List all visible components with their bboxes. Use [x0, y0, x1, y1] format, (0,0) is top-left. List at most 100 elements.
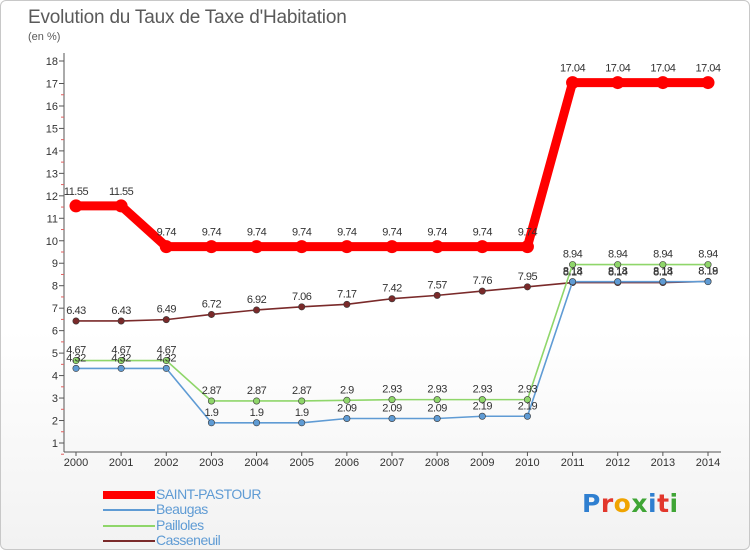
data-label: 17.04: [695, 63, 720, 75]
data-point: [343, 300, 351, 308]
data-label: 2.09: [427, 402, 447, 414]
x-tick-label: 2005: [289, 457, 313, 469]
logo-letter: t: [657, 489, 670, 518]
data-point: [614, 261, 622, 269]
data-label: 9.74: [518, 227, 538, 239]
data-label: 9.74: [337, 227, 357, 239]
legend-swatch-pailloles: [103, 525, 155, 527]
data-point: [162, 316, 170, 324]
data-label: 9.74: [202, 227, 222, 239]
logo-letter: P: [582, 489, 601, 518]
data-label: 4.32: [66, 352, 86, 364]
x-tick-label: 2012: [605, 457, 629, 469]
data-label: 8.18: [608, 266, 628, 278]
x-tick-label: 2009: [470, 457, 494, 469]
data-label: 2.09: [382, 402, 402, 414]
data-point: [253, 306, 261, 314]
data-point: [253, 397, 261, 405]
data-point: [385, 240, 399, 254]
data-point: [72, 317, 80, 325]
data-label: 6.72: [202, 298, 222, 310]
data-label: 11.55: [109, 186, 134, 198]
data-point: [523, 396, 531, 404]
data-point: [659, 261, 667, 269]
data-point: [117, 357, 125, 365]
data-label: 8.19: [698, 265, 718, 277]
x-tick-label: 2011: [561, 457, 585, 469]
data-label: 11.55: [64, 186, 89, 198]
data-point: [433, 414, 441, 422]
data-point: [659, 278, 667, 286]
data-point: [162, 357, 170, 365]
y-tick-label: 14: [46, 146, 58, 158]
data-label: 8.18: [563, 266, 583, 278]
data-point: [520, 240, 534, 254]
data-label: 2.87: [247, 385, 267, 397]
x-tick-label: 2002: [154, 457, 178, 469]
data-point: [478, 287, 486, 295]
data-point: [656, 76, 670, 90]
y-tick-label: 2: [52, 416, 58, 428]
data-point: [207, 310, 215, 318]
data-point: [117, 317, 125, 325]
y-tick-label: 3: [52, 393, 58, 405]
data-label: 2.19: [473, 400, 493, 412]
data-label: 8.94: [698, 249, 718, 261]
logo-letter: r: [600, 489, 614, 518]
data-point: [343, 414, 351, 422]
data-point: [475, 240, 489, 254]
series-line-saint-pastour: [71, 78, 713, 252]
data-label: 1.9: [250, 407, 264, 419]
data-label: 6.43: [66, 305, 86, 317]
proxiti-logo: Proxiti: [582, 489, 679, 518]
data-label: 2.93: [473, 384, 493, 396]
y-tick-label: 1: [52, 438, 58, 450]
x-tick-label: 2003: [199, 457, 223, 469]
data-label: 7.17: [337, 288, 357, 300]
y-tick-label: 10: [46, 236, 58, 248]
data-point: [298, 397, 306, 405]
data-label: 7.95: [518, 271, 538, 283]
legend-item-pailloles: Pailloles: [103, 517, 363, 534]
y-tick-label: 11: [47, 213, 58, 225]
data-label: 9.74: [382, 227, 402, 239]
data-point: [298, 303, 306, 311]
data-point: [343, 396, 351, 404]
data-point: [611, 76, 625, 90]
logo-letter: i: [648, 489, 658, 518]
x-tick-label: 2006: [335, 457, 359, 469]
data-label: 4.67: [157, 345, 177, 357]
chart-title: Evolution du Taux de Taxe d'Habitation: [28, 7, 347, 28]
y-tick-label: 5: [52, 348, 58, 360]
data-point: [207, 419, 215, 427]
data-point: [430, 240, 444, 254]
data-point: [162, 364, 170, 372]
data-label: 4.67: [66, 345, 86, 357]
data-point: [117, 364, 125, 372]
y-tick-label: 8: [52, 281, 58, 293]
data-point: [569, 261, 577, 269]
logo-letter: o: [613, 489, 632, 518]
data-label: 2.9: [340, 384, 354, 396]
logo-letter: i: [669, 489, 679, 518]
data-label: 8.14: [563, 267, 583, 279]
data-label: 8.94: [608, 249, 628, 261]
data-point: [701, 76, 715, 90]
legend-label-casseneuil: Casseneuil: [156, 532, 221, 548]
data-point: [478, 412, 486, 420]
data-point: [433, 396, 441, 404]
data-label: 17.04: [560, 63, 585, 75]
y-tick-label: 13: [46, 168, 58, 180]
y-tick-label: 16: [46, 101, 58, 113]
x-tick-label: 2010: [515, 457, 539, 469]
data-label: 4.32: [111, 352, 131, 364]
data-point: [340, 240, 354, 254]
data-point: [566, 76, 580, 90]
data-point: [704, 278, 712, 286]
data-label: 7.57: [427, 279, 447, 291]
data-label: 2.87: [202, 385, 222, 397]
legend-label-saint-pastour: SAINT-PASTOUR: [156, 486, 262, 502]
legend-swatch-beaugas: [103, 509, 155, 511]
